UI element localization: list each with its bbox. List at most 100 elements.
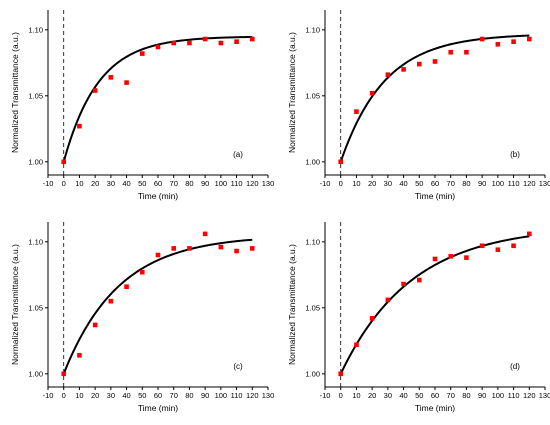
x-tick-label: 120 bbox=[246, 391, 259, 400]
x-tick-label: 10 bbox=[75, 391, 83, 400]
data-point bbox=[61, 371, 67, 377]
x-tick-label: 130 bbox=[539, 179, 550, 188]
x-tick-label: -10 bbox=[43, 391, 54, 400]
x-tick-label: 120 bbox=[246, 179, 259, 188]
data-point bbox=[77, 123, 82, 129]
x-axis-label: Time (min) bbox=[138, 403, 178, 413]
x-tick-label: 50 bbox=[415, 391, 423, 400]
x-tick-label: 30 bbox=[384, 391, 392, 400]
x-tick-label: 10 bbox=[352, 391, 360, 400]
x-tick-label: 0 bbox=[62, 391, 66, 400]
fit-curve bbox=[339, 235, 530, 375]
data-point bbox=[432, 256, 438, 262]
x-tick-label: 90 bbox=[478, 391, 486, 400]
y-tick-label: 1.10 bbox=[305, 237, 320, 246]
y-tick-label: 1.00 bbox=[28, 157, 43, 166]
x-tick-label: 70 bbox=[447, 391, 455, 400]
y-tick-label: 1.05 bbox=[28, 91, 43, 100]
x-tick-label: -10 bbox=[320, 391, 331, 400]
data-point bbox=[464, 49, 469, 55]
x-tick-label: 130 bbox=[539, 391, 550, 400]
x-tick-label: 80 bbox=[185, 391, 193, 400]
x-tick-label: 110 bbox=[231, 391, 243, 400]
x-axis-label: Time (min) bbox=[415, 191, 455, 201]
data-point bbox=[369, 90, 375, 96]
x-tick-label: 40 bbox=[399, 179, 407, 188]
x-tick-label: 50 bbox=[415, 179, 423, 188]
y-axis-label: Normalized Transmittance (a.u.) bbox=[287, 244, 297, 365]
y-tick-label: 1.00 bbox=[305, 369, 320, 378]
x-axis-label: Time (min) bbox=[415, 403, 455, 413]
x-tick-label: 20 bbox=[368, 391, 376, 400]
data-point bbox=[511, 243, 516, 249]
data-point bbox=[354, 109, 359, 114]
x-tick-label: 100 bbox=[215, 391, 228, 400]
data-point bbox=[338, 159, 344, 165]
data-point bbox=[526, 231, 532, 237]
x-tick-label: 130 bbox=[262, 391, 275, 400]
data-point bbox=[61, 159, 67, 165]
data-point bbox=[479, 36, 485, 42]
data-point bbox=[385, 297, 391, 303]
x-tick-label: 90 bbox=[201, 179, 209, 188]
x-tick-label: 100 bbox=[215, 179, 228, 188]
data-point bbox=[448, 49, 454, 55]
x-tick-label: 120 bbox=[523, 179, 536, 188]
x-tick-label: 0 bbox=[339, 179, 343, 188]
x-tick-label: 60 bbox=[431, 391, 439, 400]
data-point bbox=[202, 231, 208, 237]
x-tick-label: 20 bbox=[91, 391, 99, 400]
x-tick-label: 30 bbox=[384, 179, 392, 188]
data-point bbox=[432, 59, 438, 64]
data-point bbox=[511, 39, 516, 44]
x-tick-label: 40 bbox=[122, 391, 130, 400]
x-tick-label: -10 bbox=[320, 179, 331, 188]
data-point bbox=[448, 254, 454, 259]
data-point bbox=[495, 247, 501, 253]
y-tick-label: 1.05 bbox=[305, 91, 320, 100]
x-tick-label: 30 bbox=[107, 179, 115, 188]
panel-c: -10 0 10 20 30 40 50 60 70 80 90 100 110 120 130 1.00 1.… bbox=[10, 222, 274, 413]
data-point bbox=[401, 281, 406, 287]
x-tick-label: 20 bbox=[91, 179, 99, 188]
x-tick-label: 70 bbox=[170, 179, 178, 188]
y-tick-label: 1.00 bbox=[28, 369, 43, 378]
x-tick-label: 0 bbox=[62, 179, 66, 188]
x-tick-label: 80 bbox=[185, 179, 193, 188]
x-tick-label: 60 bbox=[154, 391, 162, 400]
data-point bbox=[171, 246, 177, 251]
x-tick-label: 100 bbox=[492, 179, 505, 188]
x-tick-label: 30 bbox=[107, 391, 115, 400]
data-point bbox=[338, 371, 344, 377]
data-point bbox=[234, 39, 239, 44]
data-point bbox=[202, 36, 208, 42]
data-point bbox=[416, 277, 422, 283]
data-point bbox=[479, 243, 485, 249]
data-point bbox=[92, 322, 98, 328]
x-tick-label: 130 bbox=[262, 179, 275, 188]
data-point bbox=[77, 353, 82, 358]
x-tick-label: 70 bbox=[170, 391, 178, 400]
y-axis-label: Normalized Transmittance (a.u.) bbox=[10, 32, 20, 153]
y-tick-label: 1.00 bbox=[305, 157, 320, 166]
x-tick-label: 10 bbox=[75, 179, 83, 188]
data-point bbox=[385, 72, 391, 77]
x-tick-label: 60 bbox=[431, 179, 439, 188]
y-tick-label: 1.10 bbox=[28, 237, 43, 246]
data-point bbox=[218, 40, 224, 46]
panel-label: (a) bbox=[233, 150, 243, 159]
x-tick-label: 110 bbox=[231, 179, 243, 188]
panel-b: -10 0 10 20 30 40 50 60 70 80 90 100 110 120 130 1.00 1.… bbox=[287, 10, 550, 201]
data-point bbox=[108, 75, 114, 80]
x-tick-label: 20 bbox=[368, 179, 376, 188]
x-tick-label: 110 bbox=[508, 179, 520, 188]
data-point bbox=[249, 246, 255, 251]
x-tick-label: 0 bbox=[339, 391, 343, 400]
fit-curve bbox=[62, 35, 253, 163]
data-point bbox=[234, 248, 239, 254]
data-point bbox=[495, 42, 501, 47]
data-point bbox=[354, 342, 359, 348]
x-tick-label: 120 bbox=[523, 391, 536, 400]
y-tick-label: 1.10 bbox=[305, 25, 320, 34]
